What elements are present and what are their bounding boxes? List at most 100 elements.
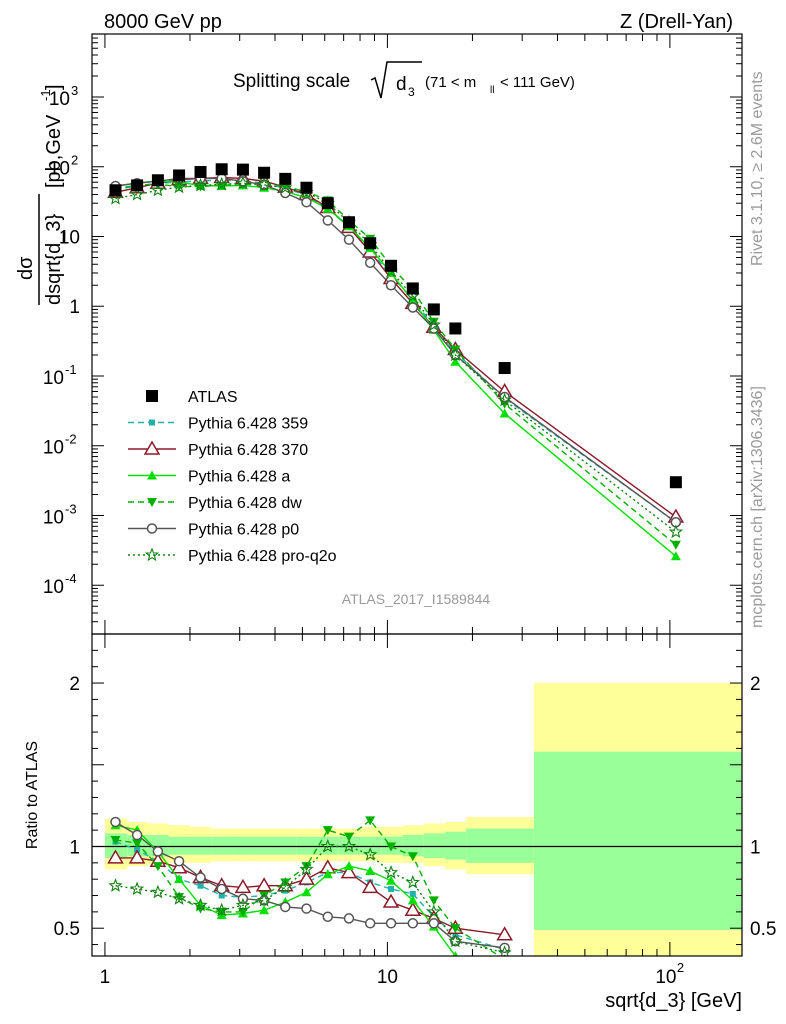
legend-label-pythia-6-428-pro-q2o: Pythia 6.428 pro-q2o (188, 548, 337, 565)
data-point-atlas (406, 282, 419, 295)
band-green-segment (189, 836, 212, 855)
legend-entry-atlas: ATLAS (146, 389, 238, 406)
y-tick-label-exponent: -3 (65, 501, 77, 516)
ratio-point-pythia-6-428-370 (496, 926, 513, 941)
ratio-y-tick-label-left: 0.5 (54, 919, 80, 940)
x-tick-label: 10 2 (655, 960, 684, 988)
ratio-point-pythia-6-428-p0 (173, 855, 185, 867)
ratio-point-pythia-6-428-p0 (301, 903, 312, 914)
x-tick-label-base: 1 (100, 967, 111, 988)
ratio-point-pythia-6-428-pro-q2o (193, 897, 208, 912)
band-green-segment (360, 836, 382, 855)
analysis-watermark: ATLAS_2017_I1589844 (342, 591, 491, 607)
y-tick-label-base: 10 (49, 89, 70, 110)
ratio-point-pythia-6-428-dw (322, 826, 333, 836)
data-point-pythia-6-428-pro-q2o (668, 524, 684, 539)
svg-text:d: d (396, 74, 407, 95)
data-point-pythia-6-428-p0 (364, 257, 376, 269)
data-point-pythia-6-428-a (407, 295, 418, 305)
legend-entry-pythia-6-428-pro-q2o: Pythia 6.428 pro-q2o (128, 547, 337, 565)
data-point-pythia-6-428-pro-q2o (448, 347, 463, 362)
ratio-point-pythia-6-428-pro-q2o (214, 902, 229, 917)
y-tick-label-exponent: 3 (71, 83, 78, 98)
data-point-atlas (194, 166, 207, 179)
legend-marker-pythia-6-428-359 (149, 419, 155, 426)
data-point-pythia-6-428-p0 (343, 234, 355, 245)
ratio-line-pythia-6-428-359 (115, 840, 505, 951)
ratio-point-pythia-6-428-dw (280, 878, 291, 888)
ratio-series-pythia-6-428-p0 (110, 816, 510, 954)
legend-entry-pythia-6-428-370: Pythia 6.428 370 (128, 440, 308, 459)
data-point-atlas (109, 184, 122, 197)
data-point-pythia-6-428-dw (670, 540, 681, 550)
ratio-point-pythia-6-428-359 (197, 882, 204, 889)
ratio-point-pythia-6-428-pro-q2o (129, 881, 145, 895)
legend-entry-pythia-6-428-359: Pythia 6.428 359 (128, 416, 308, 433)
ratio-point-pythia-6-428-a (301, 887, 312, 897)
legend-label-pythia-6-428-p0: Pythia 6.428 p0 (188, 522, 299, 539)
ratio-point-pythia-6-428-a (343, 861, 354, 871)
data-point-pythia-6-428-pro-q2o (426, 317, 441, 332)
ratio-panel-frame (91, 633, 743, 957)
ratio-series-pythia-6-428-pro-q2o (108, 839, 512, 956)
data-point-atlas (669, 476, 682, 489)
y-tick-label-base: 10 (43, 368, 64, 389)
ratio-point-pythia-6-428-pro-q2o (278, 879, 293, 894)
legend-label-pythia-6-428-dw: Pythia 6.428 dw (188, 495, 302, 512)
legend-marker-pythia-6-428-dw (147, 498, 157, 507)
y-tick-label-base: 10 (43, 438, 64, 459)
series-atlas-data (109, 163, 682, 489)
header-energy: 8000 GeV pp (104, 11, 222, 33)
data-point-atlas (173, 169, 186, 182)
legend-entry-pythia-6-428-dw: Pythia 6.428 dw (128, 495, 302, 512)
band-green-segment (168, 836, 190, 855)
main-panel-series (107, 163, 685, 561)
ratio-point-pythia-6-428-p0 (428, 918, 440, 929)
y-tick-label: 10 -3 (43, 501, 77, 528)
ratio-point-pythia-6-428-dw (407, 852, 418, 862)
data-point-pythia-6-428-pro-q2o (193, 177, 208, 192)
data-point-pythia-6-428-pro-q2o (497, 392, 512, 407)
ratio-point-pythia-6-428-p0 (131, 829, 143, 841)
ratio-point-pythia-6-428-370 (382, 893, 400, 908)
legend-marker-pythia-6-428-370 (143, 440, 161, 455)
ratio-line-pythia-6-428-dw (115, 819, 501, 956)
ratio-point-pythia-6-428-dw (386, 842, 397, 852)
band-green-segment (104, 833, 128, 858)
ratio-point-pythia-6-428-370 (361, 878, 379, 894)
ratio-point-pythia-6-428-370 (255, 877, 273, 892)
legend-marker-pythia-6-428-p0 (146, 523, 158, 534)
data-point-pythia-6-428-a (499, 408, 510, 418)
svg-text:ll: ll (490, 85, 494, 96)
legend-entry-pythia-6-428-p0: Pythia 6.428 p0 (128, 522, 299, 539)
data-point-pythia-6-428-p0 (322, 215, 334, 226)
y-tick-label-exponent: 2 (71, 153, 78, 168)
x-axis-label: sqrt{d_3} [GeV] (605, 990, 742, 1012)
ratio-uncertainty-bands (104, 683, 742, 956)
ratio-point-pythia-6-428-dw (152, 862, 163, 872)
band-green-segment (338, 836, 361, 855)
ratio-point-pythia-6-428-a (452, 951, 459, 956)
legend-label-pythia-6-428-359: Pythia 6.428 359 (188, 416, 308, 433)
data-point-pythia-6-428-p0 (385, 279, 397, 291)
data-point-pythia-6-428-a (670, 551, 681, 561)
ratio-point-pythia-6-428-pro-q2o (108, 878, 123, 892)
y-tick-label: 10 -4 (43, 571, 77, 598)
ratio-point-pythia-6-428-p0 (322, 911, 334, 923)
ratio-point-pythia-6-428-pro-q2o (448, 933, 463, 948)
x-tick-label-base: 10 (655, 967, 676, 988)
ratio-point-pythia-6-428-pro-q2o (405, 874, 420, 889)
ratio-point-pythia-6-428-dw (301, 862, 312, 872)
band-green-segment (274, 836, 297, 855)
y-tick-label: 1 (69, 297, 80, 318)
data-point-pythia-6-428-pro-q2o (150, 182, 166, 197)
data-point-atlas (300, 181, 313, 194)
ratio-point-pythia-6-428-dw (174, 893, 185, 903)
ratio-y-tick-label-right: 2 (750, 674, 761, 695)
band-green-segment (533, 751, 742, 930)
legend-marker-pythia-6-428-pro-q2o (144, 547, 160, 562)
svg-text:Splitting scale: Splitting scale (233, 71, 350, 92)
y-tick-label: 10 (59, 227, 80, 248)
ratio-point-pythia-6-428-370 (298, 870, 315, 885)
y-tick-label-exponent: -2 (65, 432, 77, 447)
